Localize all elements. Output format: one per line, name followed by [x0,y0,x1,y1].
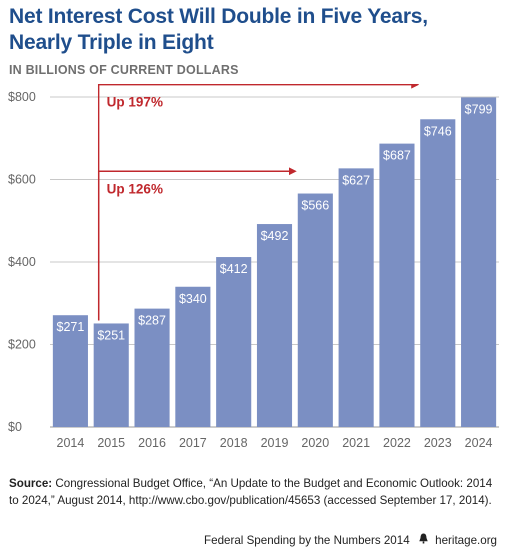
bar-value-label: $251 [97,328,125,342]
source-label: Source: [9,477,53,490]
footer: Federal Spending by the Numbers 2014 her… [204,533,497,547]
x-tick-label: 2021 [342,436,370,450]
y-tick-label: $0 [8,420,22,434]
bar [420,119,456,428]
bar [52,315,88,427]
bar [134,308,170,427]
bar [379,143,415,428]
bar [93,323,129,427]
bar-value-label: $799 [465,102,493,116]
bar [297,193,333,427]
source-note: Source: Congressional Budget Office, “An… [9,476,499,509]
y-tick-label: $400 [8,255,36,269]
bar-value-label: $687 [383,149,411,163]
bar-value-label: $746 [424,124,452,138]
chart-title: Net Interest Cost Will Double in Five Ye… [9,4,499,56]
bar-value-label: $566 [301,199,329,213]
bar-value-label: $340 [179,292,207,306]
liberty-bell-icon [419,533,428,547]
annotation-arrow [97,84,420,321]
x-tick-label: 2018 [220,436,248,450]
x-tick-label: 2024 [465,436,493,450]
x-tick-label: 2023 [424,436,452,450]
x-tick-label: 2022 [383,436,411,450]
y-axis-ticks: $0 $200 $400 $600 $800 [8,90,36,434]
bar-value-label: $627 [342,173,370,187]
annotation-label: Up 126% [107,181,163,196]
x-tick-label: 2016 [138,436,166,450]
x-tick-label: 2015 [97,436,125,450]
footer-site: heritage.org [435,534,497,547]
bar-value-label: $271 [57,320,85,334]
y-tick-label: $200 [8,338,36,352]
bars: $271 $251 $287 $340 $412 $492 $566 $627 $687 $746… [52,97,497,428]
bar [216,257,252,427]
y-tick-label: $600 [8,173,36,187]
x-tick-label: 2014 [57,436,85,450]
x-axis-ticks: 2014 2015 2016 2017 2018 2019 2020 2021 2022 2023… [57,436,493,450]
chart-title-line-1: Net Interest Cost Will Double in Five Ye… [9,5,428,28]
bar-chart: $0$200$400$600$800 $271$251$287$340$412$… [8,84,499,450]
x-tick-label: 2019 [261,436,289,450]
bar-value-label: $287 [138,314,166,328]
x-tick-label: 2020 [301,436,329,450]
annotations: Up 126% Up 197% [97,84,420,321]
source-text: Congressional Budget Office, “An Update … [9,477,493,507]
footer-publication: Federal Spending by the Numbers 2014 [204,534,410,547]
x-tick-label: 2017 [179,436,207,450]
annotation-label: Up 197% [107,95,163,110]
chart-title-line-2: Nearly Triple in Eight [9,31,214,54]
y-tick-label: $800 [8,90,36,104]
chart-subtitle: IN BILLIONS OF CURRENT DOLLARS [9,63,239,77]
bar-value-label: $492 [261,229,289,243]
bar-value-label: $412 [220,262,248,276]
bar [175,286,211,427]
bar [338,168,374,428]
bar [256,224,293,427]
bar [461,97,497,427]
